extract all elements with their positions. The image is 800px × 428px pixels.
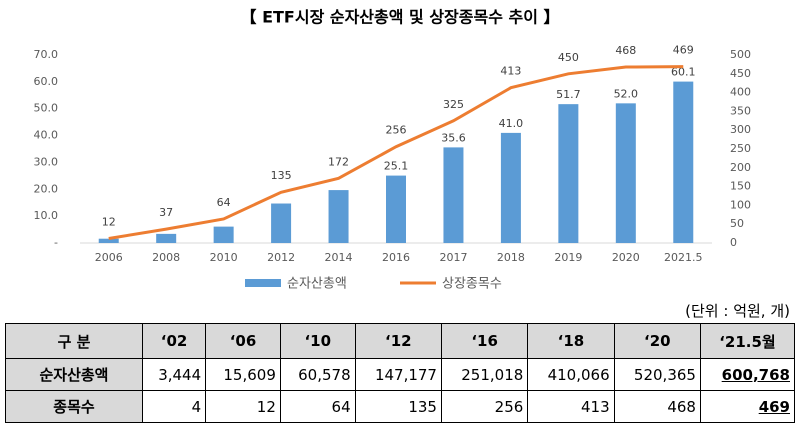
table-cell: 구 분 [5,323,143,359]
table-row: 순자산총액 3,444 15,609 60,578 147,177 251,018 410,… [5,358,796,391]
x-tick-label: 2020 [612,251,640,264]
data-table: 구 분 ‘02 ‘06 ‘10 ‘12 ‘16 ‘18 ‘20 ‘21.5월 순자산총액 3,444… [5,323,796,423]
y-tick-label: 10.0 [34,209,59,222]
table-cell: 12 [205,390,281,423]
y-tick-label: - [54,236,58,249]
table-cell: 64 [279,390,356,423]
chart-title: 【 ETF시장 순자산총액 및 상장종목수 추이 】 [241,8,560,27]
y2-tick-label: 450 [730,67,751,80]
y-tick-label: 20.0 [34,182,59,195]
table-row: 종목수 4 12 64 135 256 413 468 469 [5,390,796,423]
bar [328,190,349,243]
value-label: 37 [159,206,173,219]
y2-tick-label: 350 [730,104,751,117]
y-tick-label: 40.0 [34,129,59,142]
table-cell: 15,609 [205,358,281,391]
y2-tick-label: 50 [730,217,744,230]
value-label: 35.6 [441,131,466,144]
value-label: 41.0 [499,117,524,130]
y2-tick-label: 250 [730,142,751,155]
bar [558,104,579,243]
x-tick-label: 2012 [267,251,295,264]
table-cell: 135 [354,390,442,423]
bar [98,238,119,243]
x-tick-label: 2019 [554,251,582,264]
value-label: 12 [102,215,116,228]
table-cell: 4 [141,390,207,423]
table-cell: 251,018 [440,358,529,391]
value-label: 413 [500,65,521,78]
value-label: 60.1 [671,66,696,79]
legend-label: 순자산총액 [287,277,347,292]
x-tick-label: 2016 [382,251,410,264]
table-cell: 520,365 [613,358,701,391]
value-label: 135 [271,169,292,182]
bar [271,203,292,243]
value-label: 51.7 [556,88,581,101]
x-tick-label: 2014 [325,251,353,264]
table-cell: ‘10 [279,323,356,359]
y2-tick-label: 100 [730,198,751,211]
x-tick-label: 2006 [95,251,123,264]
y2-tick-label: 150 [730,180,751,193]
table-cell: ‘18 [527,323,615,359]
x-tick-label: 2017 [439,251,467,264]
table-cell: 413 [527,390,615,423]
unit-note: (단위 : 억원, 개) [685,302,790,320]
bar [615,103,636,243]
table-cell: 종목수 [5,390,143,423]
value-label: 172 [328,155,349,168]
table-cell: ‘12 [354,323,442,359]
chart: 【 ETF시장 순자산총액 및 상장종목수 추이 】 - 10.0 20.0 30.0… [34,8,752,292]
x-tick-label: 2018 [497,251,525,264]
table-cell: 60,578 [279,358,356,391]
bar [673,81,694,244]
table-cell: 469 [699,390,796,423]
y-tick-label: 30.0 [34,155,59,168]
y2-tick-label: 200 [730,161,751,174]
table-cell: 순자산총액 [5,358,143,391]
legend-swatch [245,279,281,287]
y2-tick-label: 0 [730,236,737,249]
value-label: 468 [615,44,636,57]
x-tick-label: 2021.5 [664,251,703,264]
bar [156,233,177,243]
value-label: 52.0 [614,87,639,100]
table-row: 구 분 ‘02 ‘06 ‘10 ‘12 ‘16 ‘18 ‘20 ‘21.5월 [5,323,796,359]
table-cell: 600,768 [699,358,796,391]
x-tick-label: 2010 [210,251,238,264]
table-cell: 410,066 [527,358,615,391]
bar [443,147,464,243]
table-cell: ‘02 [141,323,207,359]
table-cell: ‘21.5월 [699,323,796,359]
value-label: 256 [386,124,407,137]
value-label: 469 [673,44,694,57]
y2-tick-label: 500 [730,48,751,61]
value-label: 64 [217,196,231,209]
value-label: 25.1 [384,160,409,173]
value-label: 325 [443,98,464,111]
legend-label: 상장종목수 [442,277,502,292]
y-tick-label: 60.0 [34,75,59,88]
value-label: 450 [558,51,579,64]
y2-tick-label: 400 [730,86,751,99]
table-cell: ‘06 [205,323,281,359]
table-cell: 3,444 [141,358,207,391]
y-tick-label: 70.0 [34,48,59,61]
bar [213,226,234,243]
bar [386,175,406,243]
x-tick-label: 2008 [152,251,180,264]
y-tick-label: 50.0 [34,102,59,115]
table-cell: 256 [440,390,529,423]
table-cell: 468 [613,390,701,423]
table-cell: 147,177 [354,358,442,391]
y2-tick-label: 300 [730,123,751,136]
table-cell: ‘16 [440,323,529,359]
table-cell: ‘20 [613,323,701,359]
bar [500,132,521,243]
line [108,65,684,240]
